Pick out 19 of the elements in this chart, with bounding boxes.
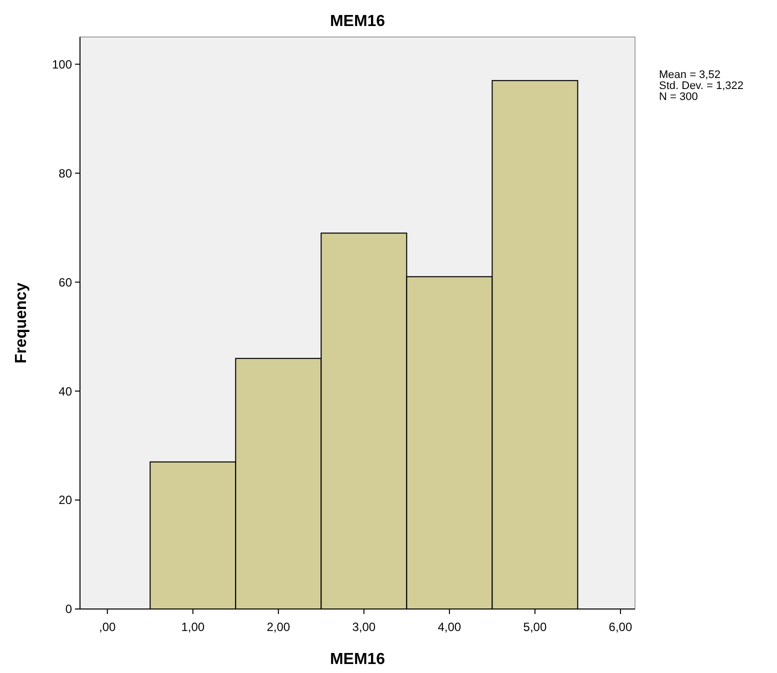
x-tick-label: 2,00 (266, 620, 290, 634)
y-tick-label: 80 (58, 166, 72, 180)
x-tick-label: 1,00 (181, 620, 205, 634)
y-tick-label: 20 (58, 493, 72, 508)
text: Mean = 3,52 (659, 69, 720, 81)
text: Std. Dev. = 1,322 (659, 80, 744, 92)
y-tick-label: 60 (58, 275, 72, 290)
x-tick-label: ,00 (99, 620, 116, 634)
text: N = 300 (659, 91, 698, 103)
x-tick-label: 4,00 (438, 620, 462, 634)
y-tick-label: 0 (65, 602, 72, 616)
x-axis-title: MEM16 (330, 651, 386, 668)
y-axis-title: Frequency (13, 282, 30, 364)
x-tick-label: 6,00 (608, 620, 632, 634)
x-tick-label: 3,00 (352, 620, 376, 634)
chart-title: MEM16 (330, 13, 386, 30)
x-tick-label: 5,00 (523, 620, 547, 634)
y-tick-label: 40 (58, 384, 72, 398)
y-tick-label: 100 (52, 57, 72, 72)
